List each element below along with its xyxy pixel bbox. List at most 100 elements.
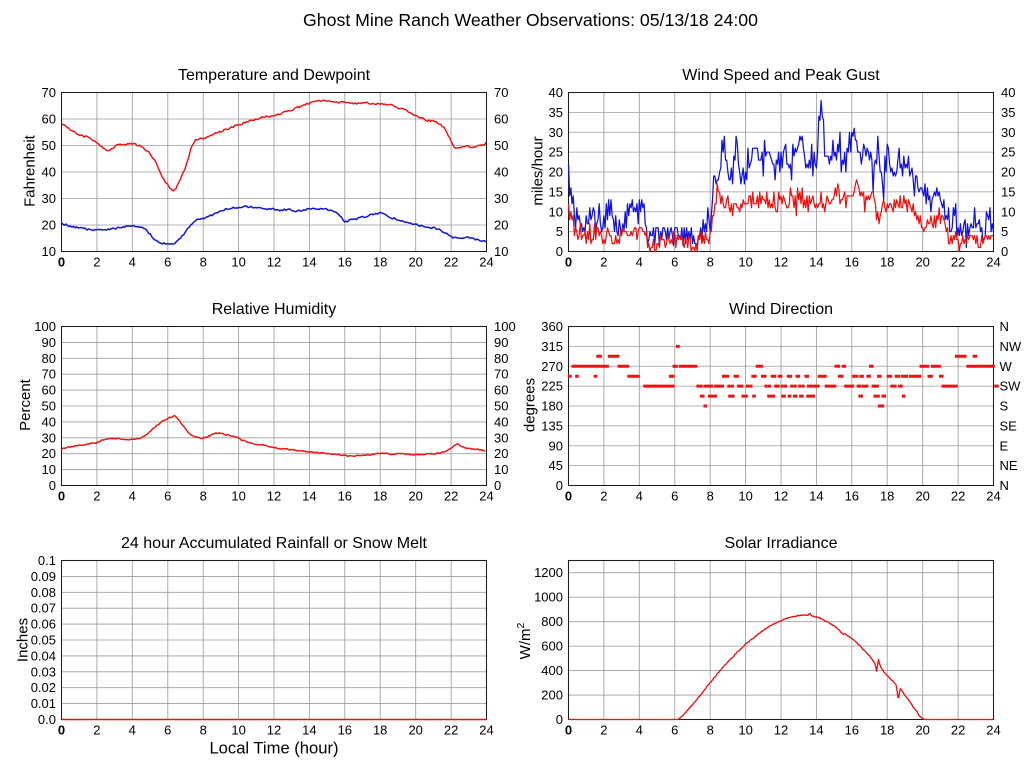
svg-text:10: 10 bbox=[494, 244, 508, 259]
svg-text:0.07: 0.07 bbox=[31, 601, 56, 616]
svg-text:2: 2 bbox=[600, 489, 607, 504]
svg-text:12: 12 bbox=[267, 723, 281, 738]
svg-text:15: 15 bbox=[1001, 184, 1015, 199]
svg-text:50: 50 bbox=[494, 138, 508, 153]
svg-text:20: 20 bbox=[915, 255, 929, 270]
svg-text:35: 35 bbox=[549, 105, 563, 120]
svg-text:20: 20 bbox=[494, 218, 508, 233]
svg-text:Temperature and Dewpoint: Temperature and Dewpoint bbox=[178, 67, 371, 84]
svg-text:270: 270 bbox=[541, 359, 563, 374]
svg-text:40: 40 bbox=[1001, 85, 1015, 100]
svg-text:18: 18 bbox=[880, 489, 894, 504]
svg-text:16: 16 bbox=[845, 723, 859, 738]
svg-text:0: 0 bbox=[494, 478, 501, 493]
svg-text:10: 10 bbox=[42, 462, 56, 477]
svg-text:0: 0 bbox=[49, 478, 56, 493]
svg-text:Percent: Percent bbox=[17, 378, 34, 431]
svg-text:2: 2 bbox=[600, 255, 607, 270]
svg-text:24: 24 bbox=[479, 723, 493, 738]
svg-text:14: 14 bbox=[809, 489, 823, 504]
svg-text:60: 60 bbox=[42, 112, 56, 127]
svg-text:14: 14 bbox=[809, 255, 823, 270]
svg-text:1000: 1000 bbox=[534, 590, 563, 605]
svg-text:18: 18 bbox=[373, 255, 387, 270]
svg-text:10: 10 bbox=[231, 723, 245, 738]
svg-text:6: 6 bbox=[671, 723, 678, 738]
svg-text:NE: NE bbox=[1000, 458, 1018, 473]
svg-text:100: 100 bbox=[34, 319, 56, 334]
svg-text:10: 10 bbox=[738, 489, 752, 504]
svg-text:10: 10 bbox=[1001, 204, 1015, 219]
svg-text:Wind Direction: Wind Direction bbox=[729, 301, 833, 318]
svg-text:10: 10 bbox=[549, 204, 563, 219]
svg-text:30: 30 bbox=[494, 191, 508, 206]
svg-text:8: 8 bbox=[200, 723, 207, 738]
svg-text:22: 22 bbox=[444, 723, 458, 738]
svg-text:50: 50 bbox=[42, 399, 56, 414]
svg-text:16: 16 bbox=[338, 255, 352, 270]
svg-text:90: 90 bbox=[549, 438, 563, 453]
svg-text:45: 45 bbox=[549, 458, 563, 473]
svg-text:18: 18 bbox=[880, 255, 894, 270]
svg-text:30: 30 bbox=[42, 191, 56, 206]
svg-text:14: 14 bbox=[809, 723, 823, 738]
svg-text:12: 12 bbox=[774, 255, 788, 270]
svg-text:360: 360 bbox=[541, 319, 563, 334]
svg-text:10: 10 bbox=[738, 723, 752, 738]
svg-text:40: 40 bbox=[42, 165, 56, 180]
svg-text:2: 2 bbox=[93, 489, 100, 504]
svg-text:16: 16 bbox=[845, 255, 859, 270]
svg-text:22: 22 bbox=[951, 255, 965, 270]
svg-text:NW: NW bbox=[1000, 339, 1022, 354]
svg-text:SW: SW bbox=[1000, 379, 1022, 394]
svg-text:24: 24 bbox=[479, 255, 493, 270]
svg-text:30: 30 bbox=[549, 125, 563, 140]
svg-text:600: 600 bbox=[541, 639, 563, 654]
svg-text:40: 40 bbox=[42, 414, 56, 429]
svg-text:70: 70 bbox=[494, 85, 508, 100]
svg-text:0.08: 0.08 bbox=[31, 585, 56, 600]
svg-text:315: 315 bbox=[541, 339, 563, 354]
svg-text:10: 10 bbox=[738, 255, 752, 270]
svg-text:90: 90 bbox=[494, 335, 508, 350]
svg-text:200: 200 bbox=[541, 688, 563, 703]
svg-text:S: S bbox=[1000, 399, 1009, 414]
svg-text:14: 14 bbox=[302, 255, 316, 270]
svg-text:W: W bbox=[1000, 359, 1013, 374]
svg-text:20: 20 bbox=[408, 723, 422, 738]
svg-text:Ghost Mine Ranch Weather Obser: Ghost Mine Ranch Weather Observations: 0… bbox=[303, 10, 758, 30]
svg-text:6: 6 bbox=[164, 723, 171, 738]
svg-text:0.03: 0.03 bbox=[31, 664, 56, 679]
svg-text:30: 30 bbox=[1001, 125, 1015, 140]
svg-text:0.06: 0.06 bbox=[31, 617, 56, 632]
svg-text:180: 180 bbox=[541, 399, 563, 414]
svg-text:20: 20 bbox=[494, 446, 508, 461]
svg-text:16: 16 bbox=[338, 489, 352, 504]
svg-text:135: 135 bbox=[541, 418, 563, 433]
svg-text:60: 60 bbox=[494, 112, 508, 127]
svg-text:22: 22 bbox=[951, 489, 965, 504]
svg-text:4: 4 bbox=[636, 723, 643, 738]
svg-text:degrees: degrees bbox=[521, 378, 538, 432]
svg-text:14: 14 bbox=[302, 489, 316, 504]
svg-text:30: 30 bbox=[42, 430, 56, 445]
svg-text:0.0: 0.0 bbox=[38, 712, 56, 727]
svg-text:4: 4 bbox=[636, 255, 643, 270]
svg-text:15: 15 bbox=[549, 184, 563, 199]
svg-text:0: 0 bbox=[58, 489, 65, 504]
svg-text:24: 24 bbox=[986, 489, 1000, 504]
svg-text:8: 8 bbox=[707, 255, 714, 270]
svg-text:0: 0 bbox=[565, 255, 572, 270]
svg-text:20: 20 bbox=[42, 446, 56, 461]
svg-text:E: E bbox=[1000, 438, 1009, 453]
svg-text:0: 0 bbox=[1001, 244, 1008, 259]
svg-text:0: 0 bbox=[556, 712, 563, 727]
svg-text:6: 6 bbox=[671, 255, 678, 270]
svg-text:25: 25 bbox=[1001, 145, 1015, 160]
svg-text:14: 14 bbox=[302, 723, 316, 738]
svg-text:0: 0 bbox=[58, 723, 65, 738]
svg-text:20: 20 bbox=[915, 489, 929, 504]
svg-text:4: 4 bbox=[129, 255, 136, 270]
svg-text:80: 80 bbox=[42, 351, 56, 366]
svg-text:5: 5 bbox=[556, 224, 563, 239]
